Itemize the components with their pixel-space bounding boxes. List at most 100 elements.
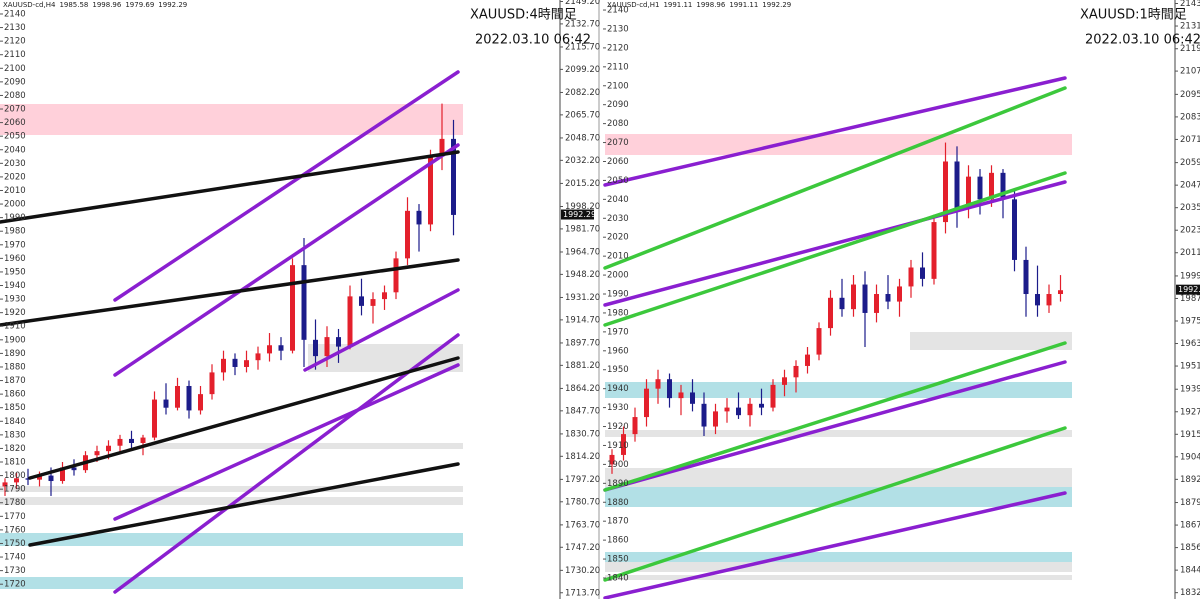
y-tick-label: 1870: [4, 376, 26, 386]
symbol: XAUUSD-cd,H1: [607, 1, 660, 9]
zone: [0, 486, 463, 492]
y2-tick-label: 1915.90: [1180, 430, 1200, 440]
trendline: [603, 360, 1067, 492]
y-tick-label: 2120: [607, 43, 629, 53]
candle-body: [621, 434, 626, 455]
zone: [605, 552, 1072, 562]
y2-tick-label: 2082.20: [565, 88, 600, 98]
candle-body: [644, 388, 649, 418]
candle-body: [851, 284, 856, 310]
y2-tick-label: 2143.45: [1180, 0, 1200, 9]
y2-tick-label: 1999.55: [1180, 271, 1200, 281]
y2-tick-label: 1844.15: [1180, 566, 1200, 576]
y-tick-label: 1900: [4, 335, 26, 345]
y-tick-label: 1880: [4, 362, 26, 372]
trendlines: [0, 70, 460, 594]
y-tick-label: 1810: [4, 458, 26, 468]
y2-tick-label: 2023.70: [1180, 226, 1200, 236]
trendlines: [603, 76, 1067, 599]
trendline: [28, 356, 460, 480]
candle-body: [805, 354, 810, 366]
candle-body: [232, 358, 238, 367]
candle-body: [759, 403, 764, 408]
candle-body: [198, 394, 203, 411]
y-tick-label: 1740: [4, 553, 26, 563]
trendline: [113, 70, 460, 302]
y-tick-label: 1860: [4, 390, 26, 400]
y-tick-label: 1910: [4, 322, 26, 332]
y-tick-label: 1800: [4, 471, 26, 481]
y-tick-label: 1730: [4, 566, 26, 576]
y-tick-label: 2130: [4, 23, 26, 33]
y-tick-label: 1850: [4, 403, 26, 413]
candle-body: [94, 451, 100, 456]
y-tick-label: 1980: [607, 308, 629, 318]
y-tick-label: 1840: [607, 573, 629, 583]
chart-header: XAUUSD-cd,H1 1991.11 1998.96 1991.11 1992.29: [607, 1, 795, 9]
y-tick-label: 2030: [607, 214, 629, 224]
trendline: [603, 341, 1067, 492]
y-tick-label: 2060: [607, 157, 629, 167]
y-tick-label: 1950: [607, 365, 629, 375]
y2-tick-label: 2047.50: [1180, 181, 1200, 191]
y2-tick-label: 1914.70: [565, 315, 600, 325]
y2-tick-label: 2119.55: [1180, 44, 1200, 54]
candle-body: [655, 379, 661, 389]
y-tick-label: 1960: [607, 346, 629, 356]
candle-body: [324, 337, 330, 357]
y-tick-label: 1920: [4, 308, 26, 318]
candle-body: [782, 377, 787, 385]
y-tick-label: 2070: [4, 105, 26, 115]
y2-tick-label: 1904.00: [1180, 452, 1200, 462]
zone: [150, 443, 463, 449]
candle-body: [793, 365, 799, 378]
y2-tick-label: 1814.20: [565, 452, 600, 462]
trendline: [113, 333, 460, 594]
y-tick-label: 2010: [4, 186, 26, 196]
y-tick-label: 2110: [607, 62, 629, 72]
y-tick-label: 2080: [4, 91, 26, 101]
y-tick-label: 2120: [4, 37, 26, 47]
ohlc-value: 1991.11: [663, 1, 693, 9]
y-tick-label: 1720: [4, 580, 26, 590]
y-tick-label: 1970: [607, 327, 629, 337]
y2-tick-label: 1892.10: [1180, 475, 1200, 485]
chart-subtitle: 2022.03.10 06:42: [475, 33, 591, 48]
candle-body: [1023, 259, 1029, 295]
candle-body: [140, 437, 146, 444]
trendline: [603, 171, 1067, 327]
trendline: [603, 76, 1067, 187]
candle-body: [405, 210, 410, 259]
y-tick-label: 1780: [4, 498, 26, 508]
y-tick-label: 2000: [607, 271, 629, 281]
chart-panel: 2140 2130 2120 2110 2100 2090 2080 2070 2060 2050…: [603, 0, 1200, 599]
y-tick-label: 2050: [607, 176, 629, 186]
zone: [605, 468, 1072, 487]
candle-body: [747, 403, 753, 416]
y-tick-label: 2040: [4, 145, 26, 155]
candle-body: [667, 379, 672, 399]
zone: [0, 533, 463, 546]
y2-tick-label: 1951.95: [1180, 362, 1200, 372]
candle-body: [701, 403, 707, 427]
candle-body: [267, 345, 272, 354]
candle-body: [736, 407, 741, 416]
candle-body: [2, 482, 8, 487]
y2-tick-label: 1927.80: [1180, 407, 1200, 417]
y2-tick-label: 1948.20: [565, 270, 600, 280]
candle-body: [609, 454, 615, 465]
candle-body: [839, 297, 845, 310]
trendline: [28, 462, 460, 547]
candle-body: [439, 138, 445, 157]
y2-tick-label: 1797.20: [565, 475, 600, 485]
y-tick-label: 2130: [607, 24, 629, 34]
zone: [605, 382, 1072, 398]
ohlc-value: 1979.69: [125, 1, 155, 9]
zones: [605, 134, 1072, 580]
zone: [605, 562, 1072, 572]
candle-body: [713, 411, 718, 427]
candle-body: [920, 267, 925, 279]
y2-tick-label: 1867.95: [1180, 521, 1200, 531]
y-tick-label: 1870: [607, 517, 629, 527]
candle-body: [1046, 294, 1052, 306]
